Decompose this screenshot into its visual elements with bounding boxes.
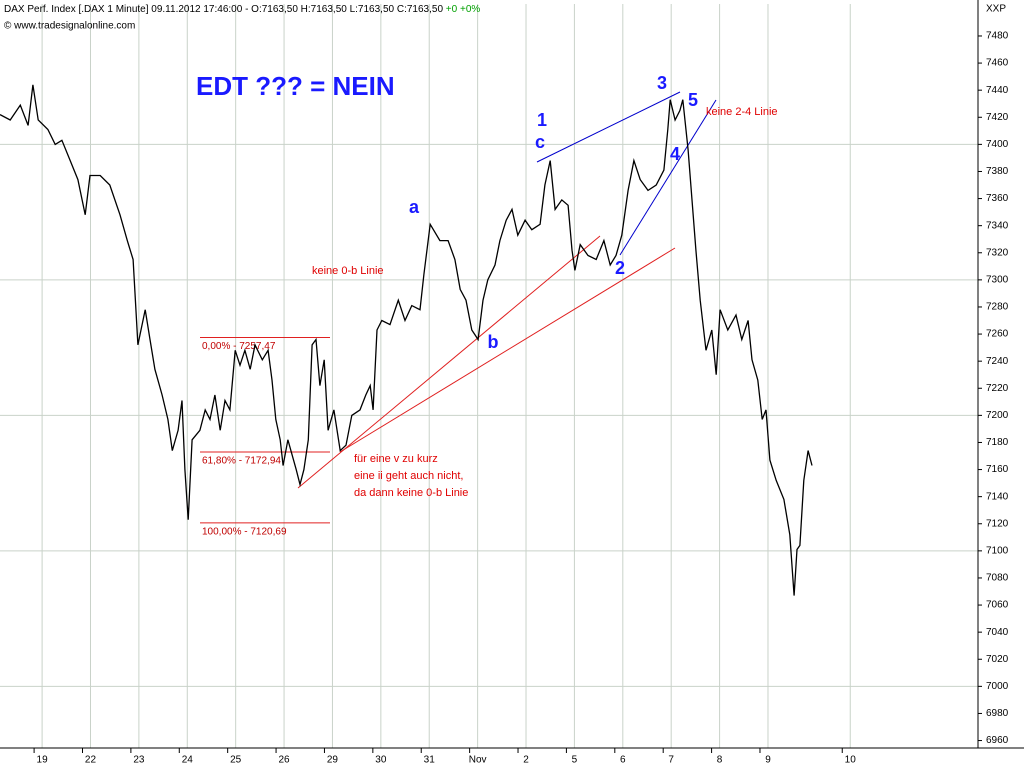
y-tick-label: 7440 <box>986 85 1009 96</box>
y-tick-label: 7220 <box>986 383 1009 394</box>
y-tick-label: 7340 <box>986 220 1009 231</box>
y-tick-label: 7040 <box>986 627 1009 638</box>
y-tick-label: 7120 <box>986 518 1009 529</box>
wave-label: b <box>488 332 499 352</box>
y-tick-label: 6980 <box>986 708 1009 719</box>
annotation: da dann keine 0-b Linie <box>354 487 468 499</box>
plot: 0,00% - 7257,47 61,80% - 7172,94 100,00% -… <box>0 71 813 596</box>
x-tick-label: 8 <box>717 755 723 766</box>
y-tick-label: 7420 <box>986 112 1009 123</box>
wave-label: 3 <box>657 73 667 93</box>
y-tick-label: 7140 <box>986 491 1009 502</box>
y-tick-label: 7480 <box>986 31 1009 42</box>
x-tick-label: 6 <box>620 755 626 766</box>
fib-label: 0,00% - 7257,47 <box>202 341 276 352</box>
annotation: keine 2-4 Linie <box>706 106 778 118</box>
y-tick-label: 7100 <box>986 545 1009 556</box>
y-tick-label: 7020 <box>986 654 1009 665</box>
y-tick-label: 7320 <box>986 247 1009 258</box>
y-tick-label: 6960 <box>986 735 1009 746</box>
x-tick-label: 19 <box>37 755 49 766</box>
x-tick-label: 2 <box>523 755 529 766</box>
wave-label: c <box>535 132 545 152</box>
x-tick-label: 24 <box>182 755 194 766</box>
x-tick-label: 31 <box>424 755 436 766</box>
y-tick-label: 7300 <box>986 275 1009 286</box>
annotation: EDT ??? = NEIN <box>196 71 395 101</box>
wave-label: 5 <box>688 90 698 110</box>
y-tick-label: 7000 <box>986 681 1009 692</box>
x-tick-label: 30 <box>375 755 387 766</box>
x-tick-label: 7 <box>668 755 674 766</box>
y-tick-label: 7260 <box>986 329 1009 340</box>
y-tick-label: 7240 <box>986 356 1009 367</box>
wave-label: 2 <box>615 258 625 278</box>
header: DAX Perf. Index [.DAX 1 Minute] 09.11.20… <box>4 4 480 15</box>
annotation: für eine v zu kurz <box>354 453 438 465</box>
y-tick-label: 7460 <box>986 58 1009 69</box>
x-tick-label: 26 <box>278 755 290 766</box>
x-tick-label: 5 <box>572 755 578 766</box>
trend-line <box>536 91 681 163</box>
trend-line <box>619 99 717 256</box>
annotation: eine ii geht auch nicht, <box>354 470 463 482</box>
y-tick-label: 7360 <box>986 193 1009 204</box>
axis-name: XXP <box>986 4 1006 15</box>
header-title: DAX Perf. Index [.DAX 1 Minute] 09.11.20… <box>4 4 443 15</box>
x-tick-label: Nov <box>469 755 487 766</box>
y-tick-label: 7060 <box>986 600 1009 611</box>
fib-label: 61,80% - 7172,94 <box>202 456 281 467</box>
fib-label: 100,00% - 7120,69 <box>202 526 287 537</box>
y-tick-label: 7180 <box>986 437 1009 448</box>
wave-label: a <box>409 197 420 217</box>
y-tick-label: 7280 <box>986 302 1009 313</box>
x-tick-label: 23 <box>133 755 145 766</box>
annotation: keine 0-b Linie <box>312 265 384 277</box>
header-change: +0 +0% <box>446 4 481 15</box>
price-line <box>0 84 813 596</box>
trend-line <box>339 247 676 453</box>
grid <box>0 4 978 748</box>
y-tick-label: 7160 <box>986 464 1009 475</box>
wave-label: 4 <box>670 144 680 164</box>
y-tick-label: 7200 <box>986 410 1009 421</box>
trend-line <box>297 235 601 489</box>
y-tick-label: 7400 <box>986 139 1009 150</box>
x-tick-label: 10 <box>845 755 857 766</box>
source: © www.tradesignalonline.com <box>4 21 135 32</box>
y-tick-label: 7080 <box>986 573 1009 584</box>
x-tick-label: 25 <box>230 755 242 766</box>
wave-label: 1 <box>537 110 547 130</box>
y-tick-label: 7380 <box>986 166 1009 177</box>
x-tick-label: 22 <box>85 755 97 766</box>
x-tick-label: 9 <box>765 755 771 766</box>
x-tick-label: 29 <box>327 755 339 766</box>
